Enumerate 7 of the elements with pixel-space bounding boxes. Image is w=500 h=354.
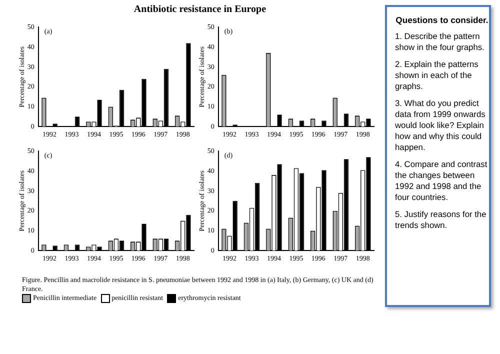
- text: 5. Justify reasons for the trends shown.: [395, 209, 488, 231]
- chart-title: Antibiotic resistance in Europe: [132, 4, 268, 15]
- text: 2. Explain the patterns shown in each of the graphs.: [395, 59, 480, 92]
- text: Questions to consider.: [395, 15, 489, 26]
- text: 4. Compare and contrast the changes between 1992 and 1998 and the four countries.: [395, 159, 488, 203]
- text: 1. Describe the pattern show in the four graphs.: [395, 31, 486, 53]
- text: 3. What do you predict data from 1999 onwards would look like? Explain how and why this could happen.: [395, 98, 486, 153]
